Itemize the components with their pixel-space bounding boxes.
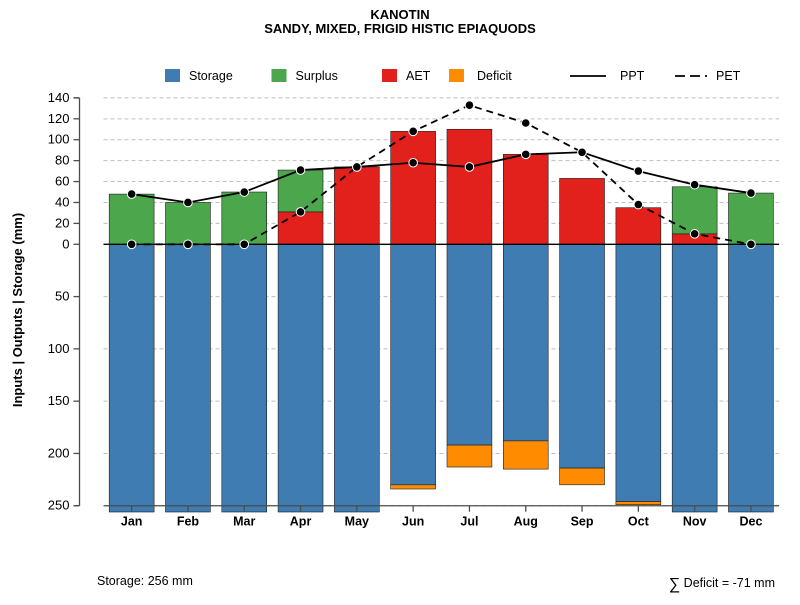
svg-text:Inputs | Outputs | Storage: Inputs | Outputs | Storage (mm) bbox=[10, 213, 25, 407]
svg-text:Feb: Feb bbox=[177, 515, 200, 529]
svg-text:May: May bbox=[345, 515, 369, 529]
svg-text:Jun: Jun bbox=[402, 515, 424, 529]
svg-text:Jan: Jan bbox=[121, 515, 143, 529]
svg-text:Surplus: Surplus bbox=[296, 69, 338, 83]
svg-text:20: 20 bbox=[55, 215, 69, 230]
svg-text:AET: AET bbox=[406, 69, 431, 83]
svg-text:140: 140 bbox=[48, 90, 70, 105]
svg-text:Deficit: Deficit bbox=[477, 69, 512, 83]
svg-text:80: 80 bbox=[55, 153, 69, 168]
svg-text:100: 100 bbox=[48, 341, 70, 356]
svg-text:60: 60 bbox=[55, 174, 69, 189]
svg-text:Oct: Oct bbox=[628, 515, 650, 529]
svg-text:150: 150 bbox=[48, 393, 70, 408]
svg-text:Nov: Nov bbox=[683, 515, 707, 529]
svg-text:250: 250 bbox=[48, 498, 70, 513]
svg-text:120: 120 bbox=[48, 111, 70, 126]
svg-text:Aug: Aug bbox=[514, 515, 538, 529]
svg-text:200: 200 bbox=[48, 445, 70, 460]
svg-text:40: 40 bbox=[55, 194, 69, 209]
svg-text:Mar: Mar bbox=[233, 515, 255, 529]
svg-text:Storage: Storage bbox=[189, 69, 233, 83]
svg-text:KANOTIN: KANOTIN bbox=[370, 7, 429, 22]
svg-text:Jul: Jul bbox=[460, 515, 478, 529]
svg-text:50: 50 bbox=[55, 289, 69, 304]
svg-text:Dec: Dec bbox=[739, 515, 762, 529]
svg-text:Sep: Sep bbox=[571, 515, 594, 529]
svg-text:Apr: Apr bbox=[290, 515, 312, 529]
svg-text:SANDY, MIXED, FRIGID HISTIC EP: SANDY, MIXED, FRIGID HISTIC EPIAQUODS bbox=[264, 21, 536, 36]
svg-text:PPT: PPT bbox=[620, 69, 645, 83]
svg-text:100: 100 bbox=[48, 132, 70, 147]
svg-text:PET: PET bbox=[716, 69, 741, 83]
svg-text:0: 0 bbox=[62, 236, 69, 251]
